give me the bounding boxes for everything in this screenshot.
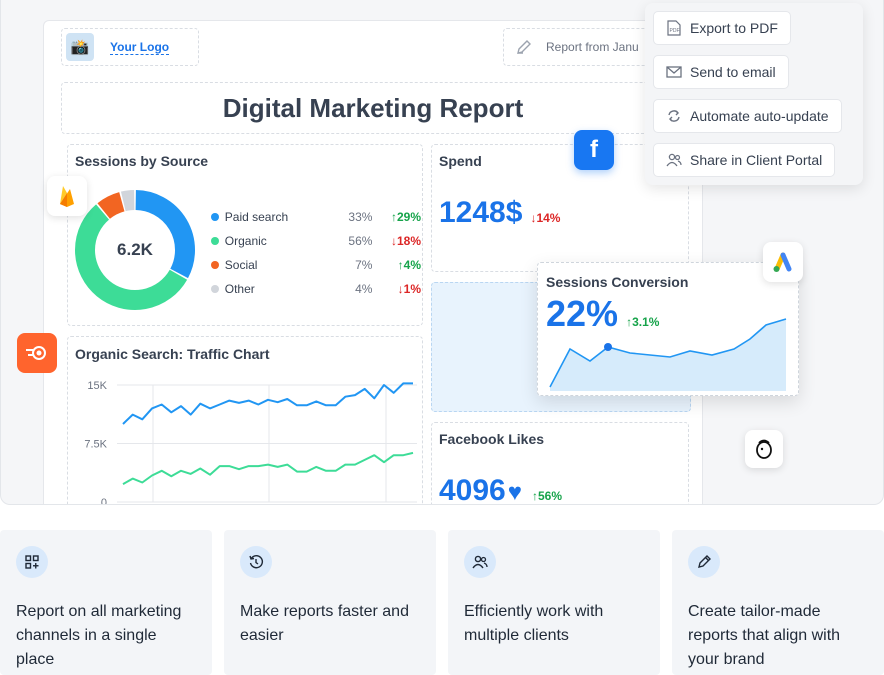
sessions-by-source-panel xyxy=(67,144,423,326)
semrush-icon xyxy=(26,346,46,360)
donut-slice xyxy=(135,190,195,279)
legend-change: ↓18% xyxy=(390,234,421,248)
spend-value-row: 1248$ ↓14% xyxy=(439,196,560,230)
export-pdf-label: Export to PDF xyxy=(690,20,778,36)
users-icon xyxy=(464,546,496,578)
mailchimp-icon xyxy=(756,439,772,459)
series-line xyxy=(122,451,414,485)
send-email-button[interactable]: Send to email xyxy=(653,55,789,89)
legend-dot xyxy=(211,285,219,293)
feature-card: Create tailor-made reports that align wi… xyxy=(672,530,884,675)
feature-text: Efficiently work with multiple clients xyxy=(464,603,604,644)
pen-edit-icon xyxy=(688,546,720,578)
share-client-portal-label: Share in Client Portal xyxy=(690,152,823,168)
sessions-conversion-value: 22% xyxy=(546,293,619,334)
legend-name: Social xyxy=(224,258,258,272)
legend-change: ↑4% xyxy=(397,258,421,272)
svg-text:PDF: PDF xyxy=(670,28,680,34)
organic-traffic-panel xyxy=(67,336,423,504)
donut-slice xyxy=(75,204,188,310)
google-ads-icon xyxy=(773,252,792,272)
feature-card: Make reports faster and easier xyxy=(224,530,436,675)
spend-value: 1248$ xyxy=(439,196,523,229)
feature-text: Create tailor-made reports that align wi… xyxy=(688,603,841,668)
sessions-donut-chart: 6.2K xyxy=(75,190,195,310)
users-icon xyxy=(666,152,682,168)
legend-row: Organic 56% ↓18% xyxy=(211,229,421,253)
legend-percent: 4% xyxy=(355,282,373,296)
grid-plus-icon xyxy=(16,546,48,578)
mailchimp-badge xyxy=(745,430,783,468)
report-title-block[interactable]: Digital Marketing Report xyxy=(61,82,685,134)
legend-change: ↑29% xyxy=(390,210,421,224)
share-client-portal-button[interactable]: Share in Client Portal xyxy=(653,143,836,177)
sessions-conversion-change: ↑3.1% xyxy=(626,315,660,329)
y-tick-label: 15K xyxy=(87,380,107,392)
sessions-by-source-title: Sessions by Source xyxy=(75,153,209,169)
google-ads-badge xyxy=(763,242,803,282)
feature-text: Report on all marketing channels in a si… xyxy=(16,603,182,668)
pdf-icon: PDF xyxy=(666,20,682,36)
sparkline-marker xyxy=(604,343,612,351)
report-title: Digital Marketing Report xyxy=(222,92,524,123)
sessions-conversion-title: Sessions Conversion xyxy=(546,274,689,290)
legend-dot xyxy=(211,237,219,245)
report-from-text: Report from Janu xyxy=(546,40,639,54)
sessions-conversion-card[interactable]: Sessions Conversion 22% ↑3.1% xyxy=(537,262,799,396)
legend-name: Paid search xyxy=(224,210,289,224)
donut-center-value: 6.2K xyxy=(117,240,154,259)
refresh-icon xyxy=(666,108,682,124)
y-tick-label: 0 xyxy=(101,497,107,505)
donut-slice xyxy=(120,190,135,212)
sessions-conversion-sparkline xyxy=(549,318,787,391)
organic-traffic-title: Organic Search: Traffic Chart xyxy=(75,346,270,362)
legend-dot xyxy=(211,213,219,221)
facebook-badge: f xyxy=(574,130,614,170)
clock-refresh-icon xyxy=(240,546,272,578)
logo-text[interactable]: Your Logo xyxy=(110,39,170,55)
spend-change: ↓14% xyxy=(530,211,561,225)
facebook-likes-title: Facebook Likes xyxy=(439,431,545,447)
feature-text: Make reports faster and easier xyxy=(240,603,409,644)
legend-row: Other 4% ↓1% xyxy=(211,277,421,301)
legend-change: ↓1% xyxy=(397,282,421,296)
feature-card: Efficiently work with multiple clients xyxy=(448,530,660,675)
legend-percent: 7% xyxy=(355,258,373,272)
actions-menu: PDF Export to PDF Send to email Automate… xyxy=(645,3,863,185)
pencil-icon xyxy=(517,40,531,54)
legend-row: Paid search 33% ↑29% xyxy=(211,205,421,229)
send-email-label: Send to email xyxy=(690,64,776,80)
facebook-likes-change: ↑56% xyxy=(532,489,563,503)
legend-percent: 33% xyxy=(348,210,373,224)
logo-image-icon: 📸 xyxy=(66,33,94,61)
facebook-likes-value: 4096 xyxy=(439,474,506,505)
dashboard-preview: 📸 Your Logo Report from Janu Digital Mar… xyxy=(0,0,884,505)
feature-card: Report on all marketing channels in a si… xyxy=(0,530,212,675)
legend-dot xyxy=(211,261,219,269)
facebook-likes-panel xyxy=(431,422,689,504)
sessions-conversion-value-row: 22% ↑3.1% xyxy=(546,293,659,335)
automate-update-button[interactable]: Automate auto-update xyxy=(653,99,842,133)
firebase-badge xyxy=(47,176,87,216)
donut-slice xyxy=(97,192,125,220)
automate-update-label: Automate auto-update xyxy=(690,108,829,124)
semrush-badge xyxy=(17,333,57,373)
firebase-icon xyxy=(60,186,74,207)
export-pdf-button[interactable]: PDF Export to PDF xyxy=(653,11,791,45)
logo-block[interactable]: 📸 Your Logo xyxy=(61,28,199,66)
legend-name: Other xyxy=(224,282,255,296)
organic-traffic-line-chart: 15K 7.5K 0 xyxy=(84,380,417,505)
legend-row: Social 7% ↑4% xyxy=(211,253,421,277)
feature-list: Report on all marketing channels in a si… xyxy=(0,530,884,675)
facebook-likes-value-row: 4096 ♥ ↑56% xyxy=(439,474,563,505)
legend-percent: 56% xyxy=(348,234,373,248)
spend-title: Spend xyxy=(439,153,482,169)
facebook-icon: f xyxy=(590,136,598,163)
series-line xyxy=(122,382,413,425)
mail-icon xyxy=(666,64,682,80)
legend-name: Organic xyxy=(224,234,267,248)
y-tick-label: 7.5K xyxy=(84,439,107,451)
sessions-legend: Paid search 33% ↑29% Organic 56% ↓18% Social 7%… xyxy=(211,205,421,301)
heart-icon: ♥ xyxy=(507,479,522,505)
